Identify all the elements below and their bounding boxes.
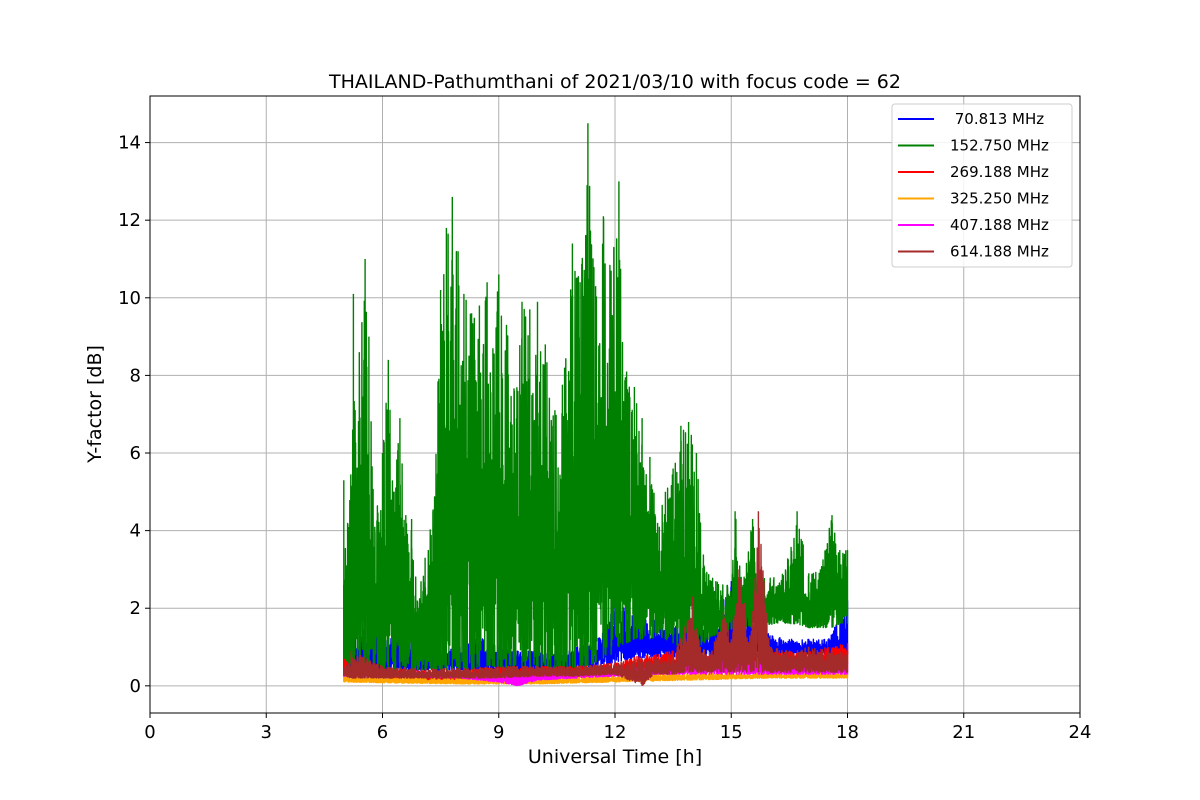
x-tick-label: 15 [720,722,743,743]
y-tick-label: 6 [130,443,141,464]
y-tick-label: 14 [118,133,141,154]
x-axis-label: Universal Time [h] [528,746,702,768]
x-axis: 0 3 6 9 12 15 18 21 24 [144,713,1091,743]
x-tick-label: 21 [952,722,975,743]
x-tick-label: 6 [377,722,388,743]
y-tick-label: 0 [130,676,141,697]
legend-box [891,103,1073,268]
legend-label-1: 152.750 MHz [950,137,1049,155]
y-tick-label: 10 [118,288,141,309]
series-line-1 [343,123,849,671]
series-layer [343,123,849,687]
legend-label-2: 269.188 MHz [950,163,1049,181]
legend: 70.813 MHz 152.750 MHz 269.188 MHz 325.250 … [891,103,1073,268]
y-axis-label: Y-factor [dB] [84,345,106,464]
x-tick-label: 9 [493,722,504,743]
legend-label-5: 614.188 MHz [950,243,1049,261]
y-tick-label: 12 [118,210,141,231]
y-tick-label: 4 [130,521,141,542]
y-axis: 0 2 4 6 8 10 12 14 [118,133,150,697]
x-tick-label: 18 [836,722,859,743]
legend-label-3: 325.250 MHz [950,190,1049,208]
chart-title: THAILAND-Pathumthani of 2021/03/10 with … [328,71,901,93]
y-tick-label: 2 [130,598,141,619]
x-tick-label: 12 [604,722,627,743]
series-line-5 [343,511,849,686]
x-tick-label: 0 [144,722,155,743]
legend-label-4: 407.188 MHz [950,216,1049,234]
y-tick-label: 8 [130,365,141,386]
x-tick-label: 24 [1069,722,1092,743]
legend-label-0: 70.813 MHz [950,110,1044,128]
x-tick-label: 3 [261,722,272,743]
series-line-3 [343,671,849,685]
